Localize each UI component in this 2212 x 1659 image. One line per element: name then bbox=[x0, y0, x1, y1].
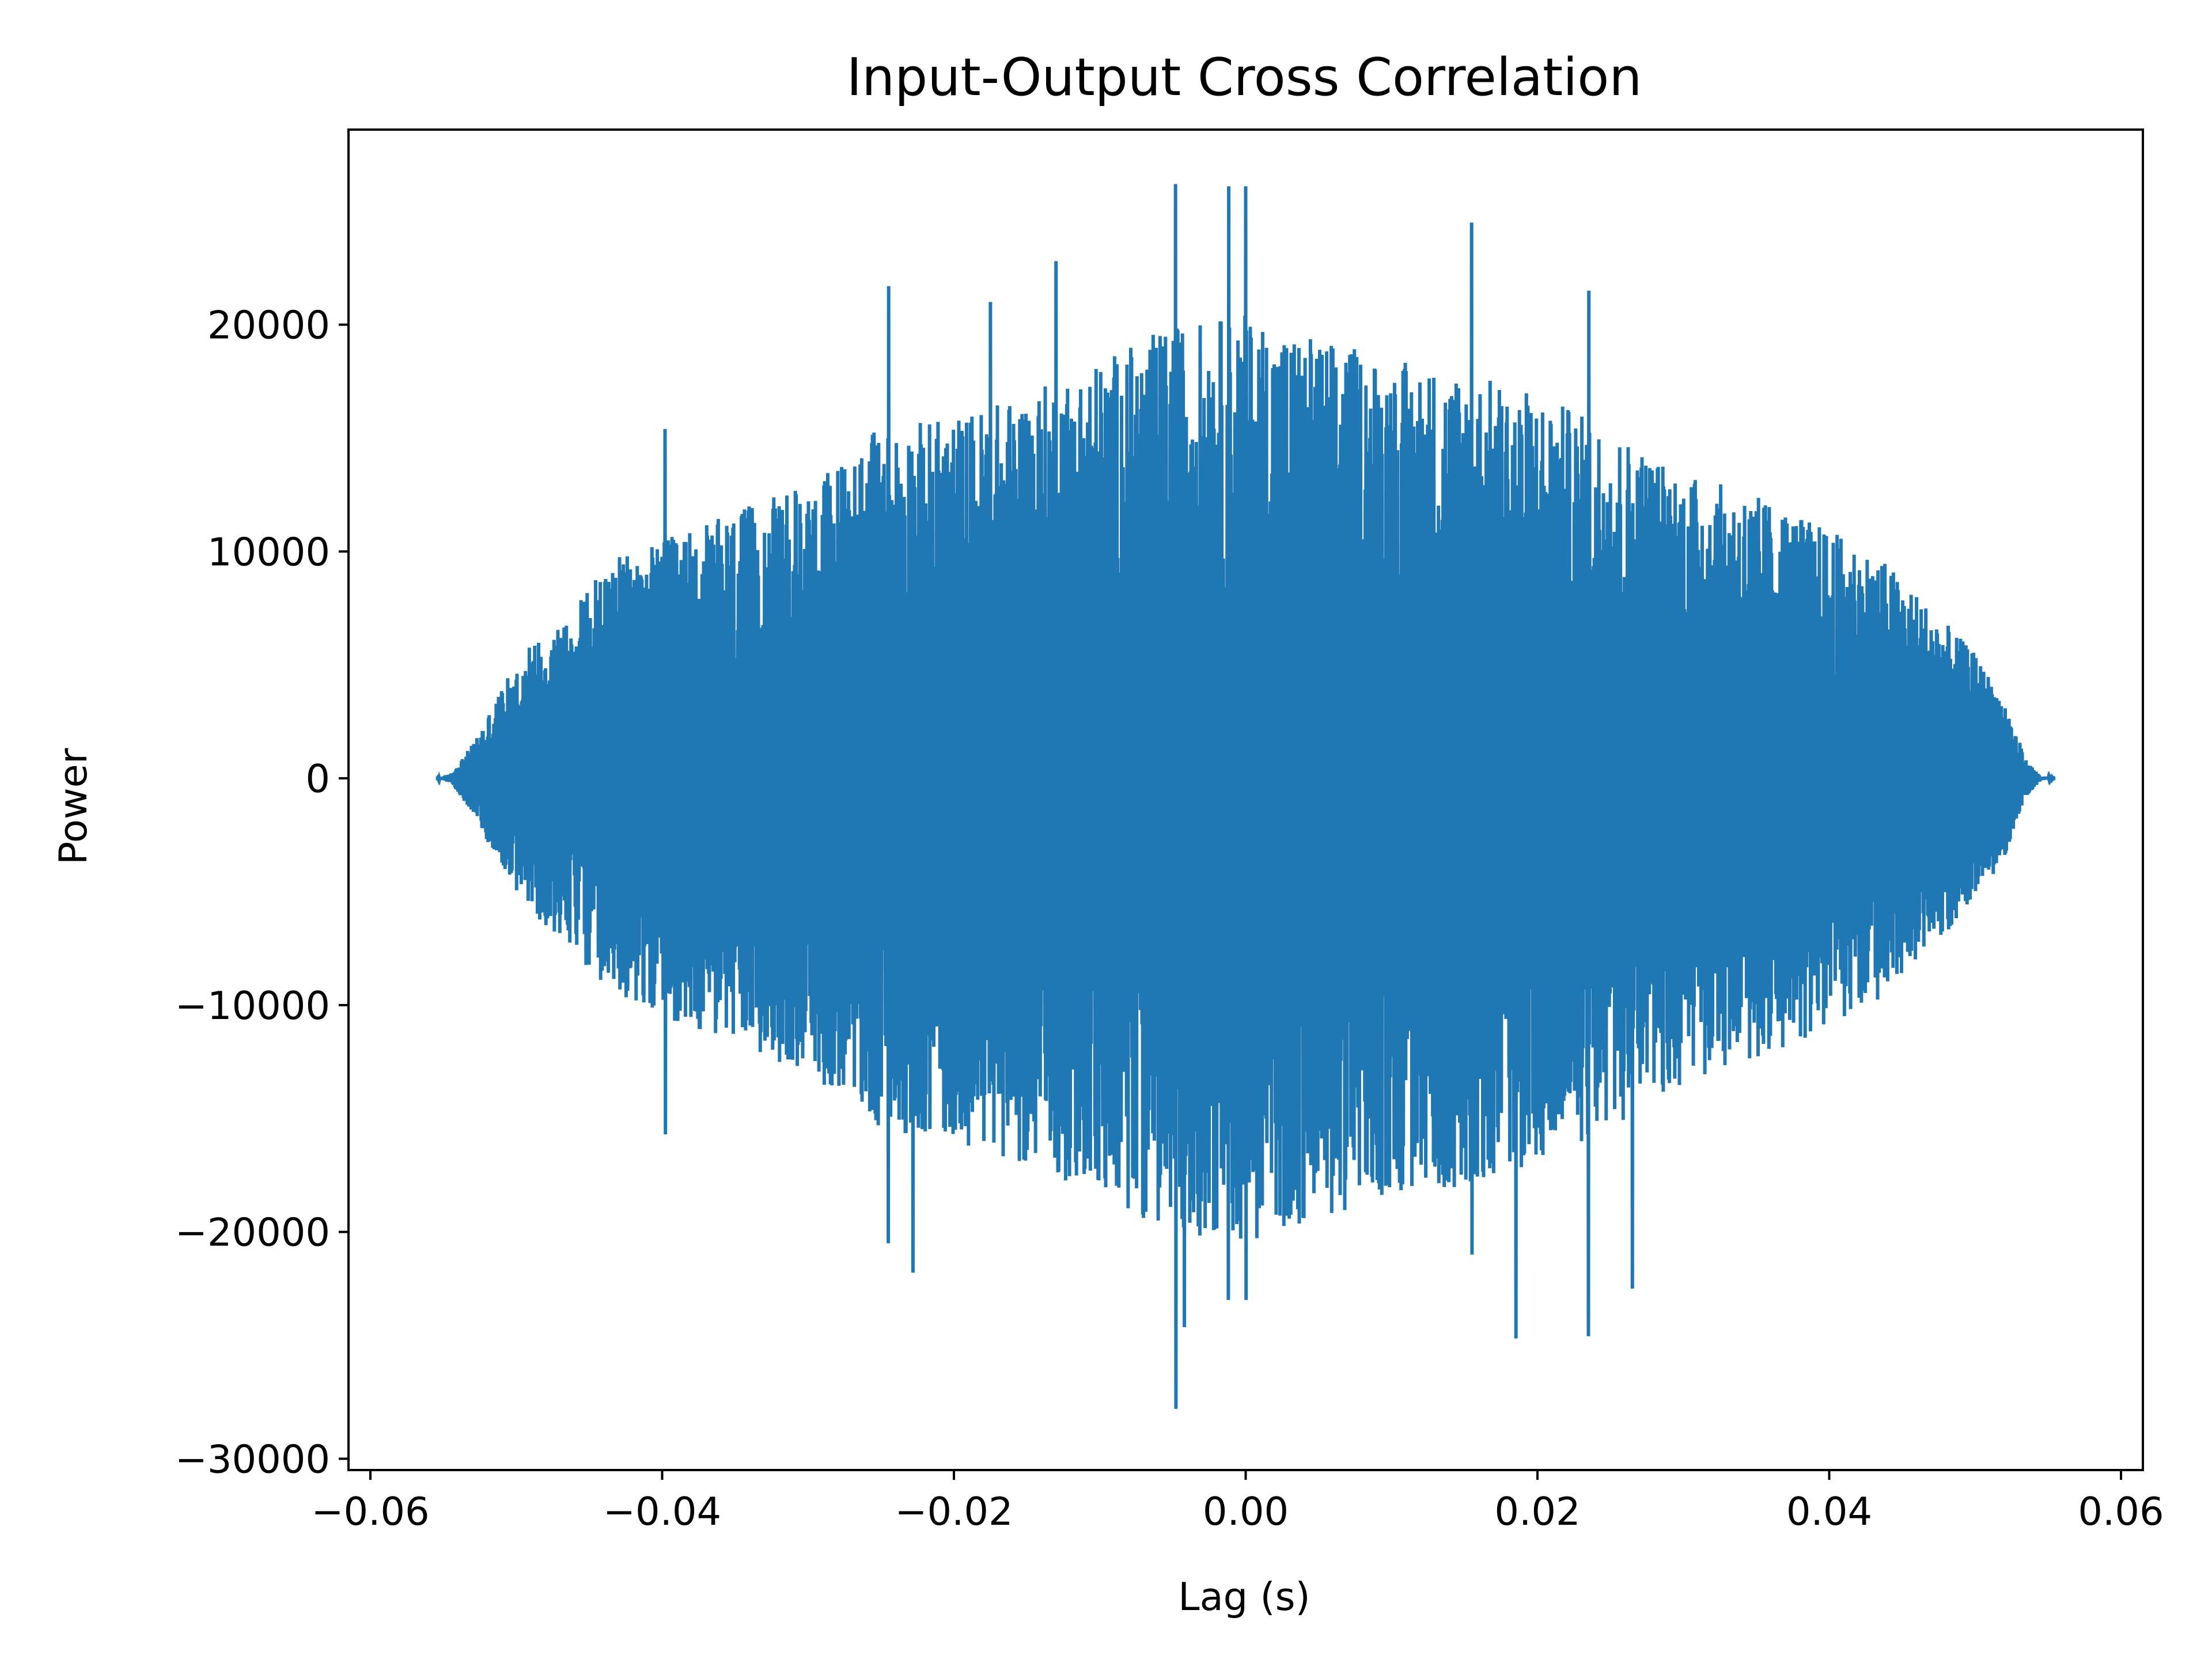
x-tick-label: −0.06 bbox=[311, 1489, 429, 1534]
chart-title: Input-Output Cross Correlation bbox=[847, 47, 1642, 108]
y-tick-label: −10000 bbox=[175, 983, 330, 1028]
x-tick-label: 0.00 bbox=[1203, 1489, 1289, 1534]
y-tick-label: −30000 bbox=[175, 1437, 330, 1482]
y-tick-label: 20000 bbox=[207, 303, 330, 348]
y-tick-label: 10000 bbox=[207, 529, 330, 574]
y-tick-label: 0 bbox=[305, 756, 330, 801]
y-axis: −30000 −20000 −10000 0 10000 20000 bbox=[175, 303, 349, 1482]
y-tick-label: −20000 bbox=[175, 1210, 330, 1255]
x-tick-label: −0.04 bbox=[603, 1489, 721, 1534]
x-tick-label: 0.04 bbox=[1786, 1489, 1872, 1534]
x-tick-label: −0.02 bbox=[895, 1489, 1013, 1534]
x-axis-label: Lag (s) bbox=[1178, 1574, 1310, 1619]
correlation-series-line bbox=[435, 184, 2056, 1409]
x-tick-label: 0.02 bbox=[1494, 1489, 1580, 1534]
x-tick-label: 0.06 bbox=[2078, 1489, 2164, 1534]
plot-area bbox=[435, 184, 2056, 1409]
x-axis: −0.06 −0.04 −0.02 0.00 0.02 0.04 0.06 bbox=[311, 1470, 2164, 1534]
y-axis-label: Power bbox=[51, 748, 96, 865]
